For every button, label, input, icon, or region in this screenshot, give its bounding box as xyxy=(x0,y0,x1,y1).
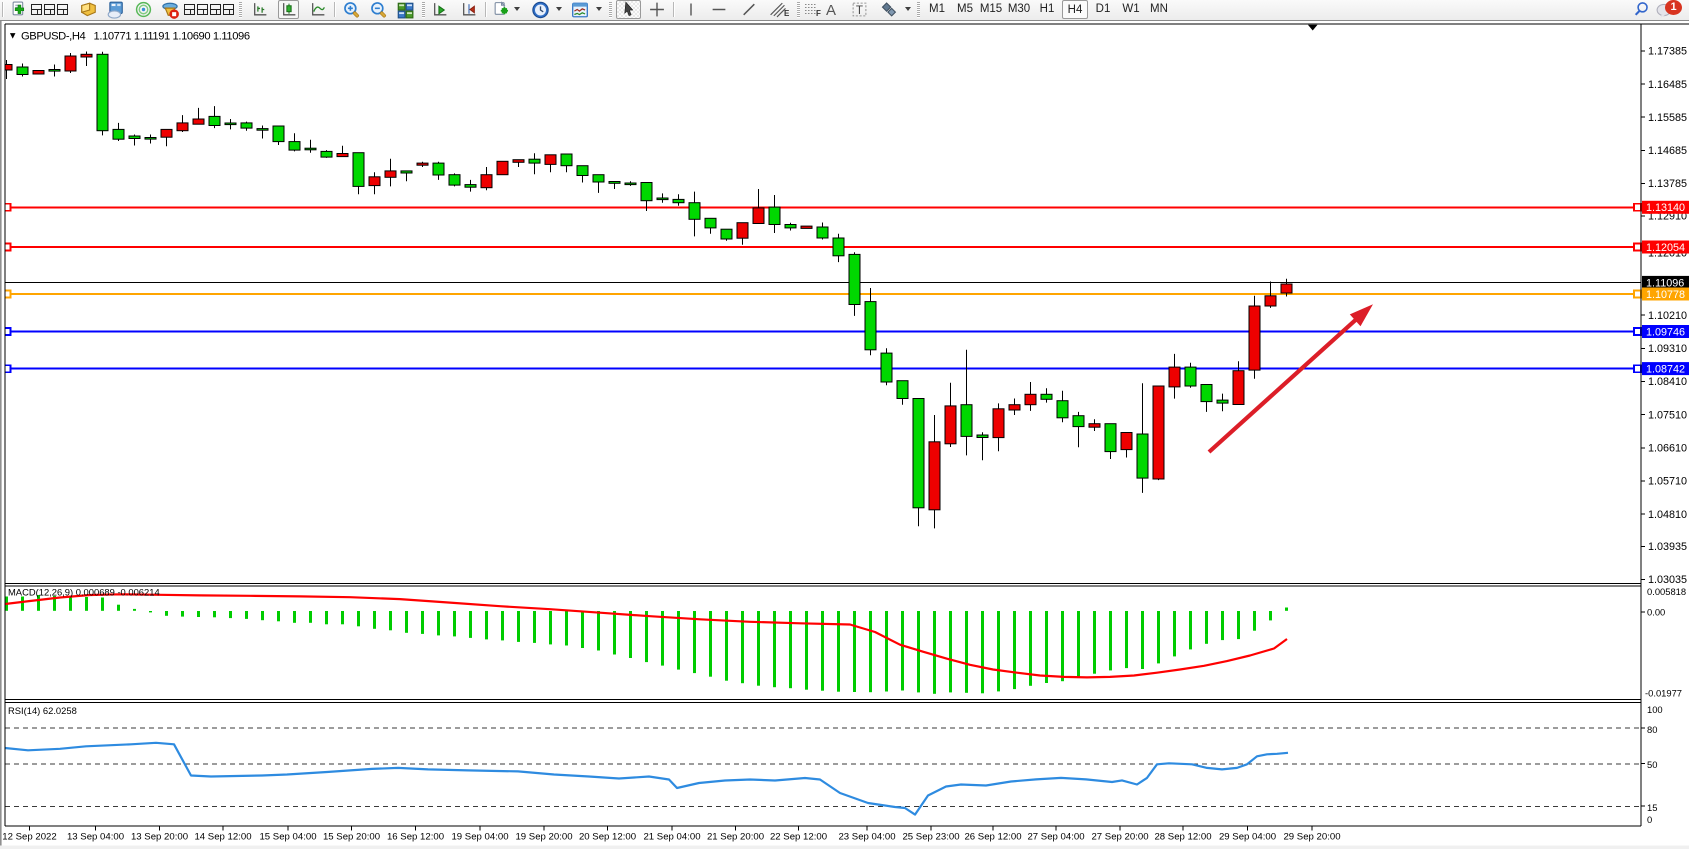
svg-text:0.005818: 0.005818 xyxy=(1647,586,1686,597)
svg-text:13 Sep 04:00: 13 Sep 04:00 xyxy=(67,832,124,843)
svg-text:1.03035: 1.03035 xyxy=(1648,574,1687,586)
svg-text:1.05710: 1.05710 xyxy=(1648,476,1687,488)
svg-text:T: T xyxy=(856,4,863,17)
svg-text:21 Sep 20:00: 21 Sep 20:00 xyxy=(707,832,764,843)
svg-text:29 Sep 20:00: 29 Sep 20:00 xyxy=(1283,832,1340,843)
svg-text:0.00: 0.00 xyxy=(1647,606,1665,617)
svg-text:1.07510: 1.07510 xyxy=(1648,409,1687,421)
svg-text:12 Sep 2022: 12 Sep 2022 xyxy=(2,832,56,843)
svg-text:27 Sep 04:00: 27 Sep 04:00 xyxy=(1027,832,1084,843)
svg-text:15 Sep 04:00: 15 Sep 04:00 xyxy=(259,832,316,843)
svg-text:16 Sep 12:00: 16 Sep 12:00 xyxy=(387,832,444,843)
svg-text:RSI(14) 62.0258: RSI(14) 62.0258 xyxy=(8,705,77,716)
svg-text:23 Sep 04:00: 23 Sep 04:00 xyxy=(838,832,895,843)
svg-text:1.08410: 1.08410 xyxy=(1648,376,1687,388)
svg-text:-0.01977: -0.01977 xyxy=(1645,687,1682,698)
svg-text:100: 100 xyxy=(1647,704,1663,715)
svg-text:1.06610: 1.06610 xyxy=(1648,443,1687,455)
svg-text:25 Sep 23:00: 25 Sep 23:00 xyxy=(902,832,959,843)
svg-text:26 Sep 12:00: 26 Sep 12:00 xyxy=(964,832,1021,843)
svg-text:0: 0 xyxy=(1647,814,1652,825)
svg-text:19 Sep 20:00: 19 Sep 20:00 xyxy=(515,832,572,843)
svg-text:1.03935: 1.03935 xyxy=(1648,541,1687,553)
svg-text:1.09746: 1.09746 xyxy=(1646,326,1685,338)
svg-text:14 Sep 12:00: 14 Sep 12:00 xyxy=(194,832,251,843)
svg-text:1.16485: 1.16485 xyxy=(1648,79,1687,91)
svg-text:MACD(12,26,9) 0.000689 -0.0062: MACD(12,26,9) 0.000689 -0.006214 xyxy=(8,587,160,598)
svg-text:22 Sep 12:00: 22 Sep 12:00 xyxy=(770,832,827,843)
svg-text:20 Sep 12:00: 20 Sep 12:00 xyxy=(579,832,636,843)
svg-text:21 Sep 04:00: 21 Sep 04:00 xyxy=(643,832,700,843)
svg-text:1.15585: 1.15585 xyxy=(1648,112,1687,124)
svg-text:29 Sep 04:00: 29 Sep 04:00 xyxy=(1219,832,1276,843)
svg-text:1.10210: 1.10210 xyxy=(1648,310,1687,322)
svg-text:15 Sep 20:00: 15 Sep 20:00 xyxy=(323,832,380,843)
svg-text:1.13785: 1.13785 xyxy=(1648,178,1687,190)
svg-text:1.13140: 1.13140 xyxy=(1646,202,1685,214)
svg-text:▼: ▼ xyxy=(8,31,17,42)
svg-text:1.12054: 1.12054 xyxy=(1646,242,1685,254)
svg-text:28 Sep 12:00: 28 Sep 12:00 xyxy=(1154,832,1211,843)
svg-text:1.09310: 1.09310 xyxy=(1648,343,1687,355)
svg-text:1.10778: 1.10778 xyxy=(1646,289,1685,301)
svg-text:1.04810: 1.04810 xyxy=(1648,509,1687,521)
svg-text:80: 80 xyxy=(1647,724,1657,735)
svg-text:27 Sep 20:00: 27 Sep 20:00 xyxy=(1091,832,1148,843)
svg-text:15: 15 xyxy=(1647,802,1657,813)
svg-text:GBPUSD-,H4 1.10771 1.11191 1: GBPUSD-,H4 1.10771 1.11191 1.10690 1.110… xyxy=(21,31,250,43)
svg-text:19 Sep 04:00: 19 Sep 04:00 xyxy=(451,832,508,843)
svg-text:1.14685: 1.14685 xyxy=(1648,145,1687,157)
svg-text:50: 50 xyxy=(1647,759,1657,770)
svg-text:1.17385: 1.17385 xyxy=(1648,46,1687,58)
svg-text:13 Sep 20:00: 13 Sep 20:00 xyxy=(131,832,188,843)
svg-text:1.08742: 1.08742 xyxy=(1646,364,1685,376)
svg-text:1.11096: 1.11096 xyxy=(1646,277,1684,289)
